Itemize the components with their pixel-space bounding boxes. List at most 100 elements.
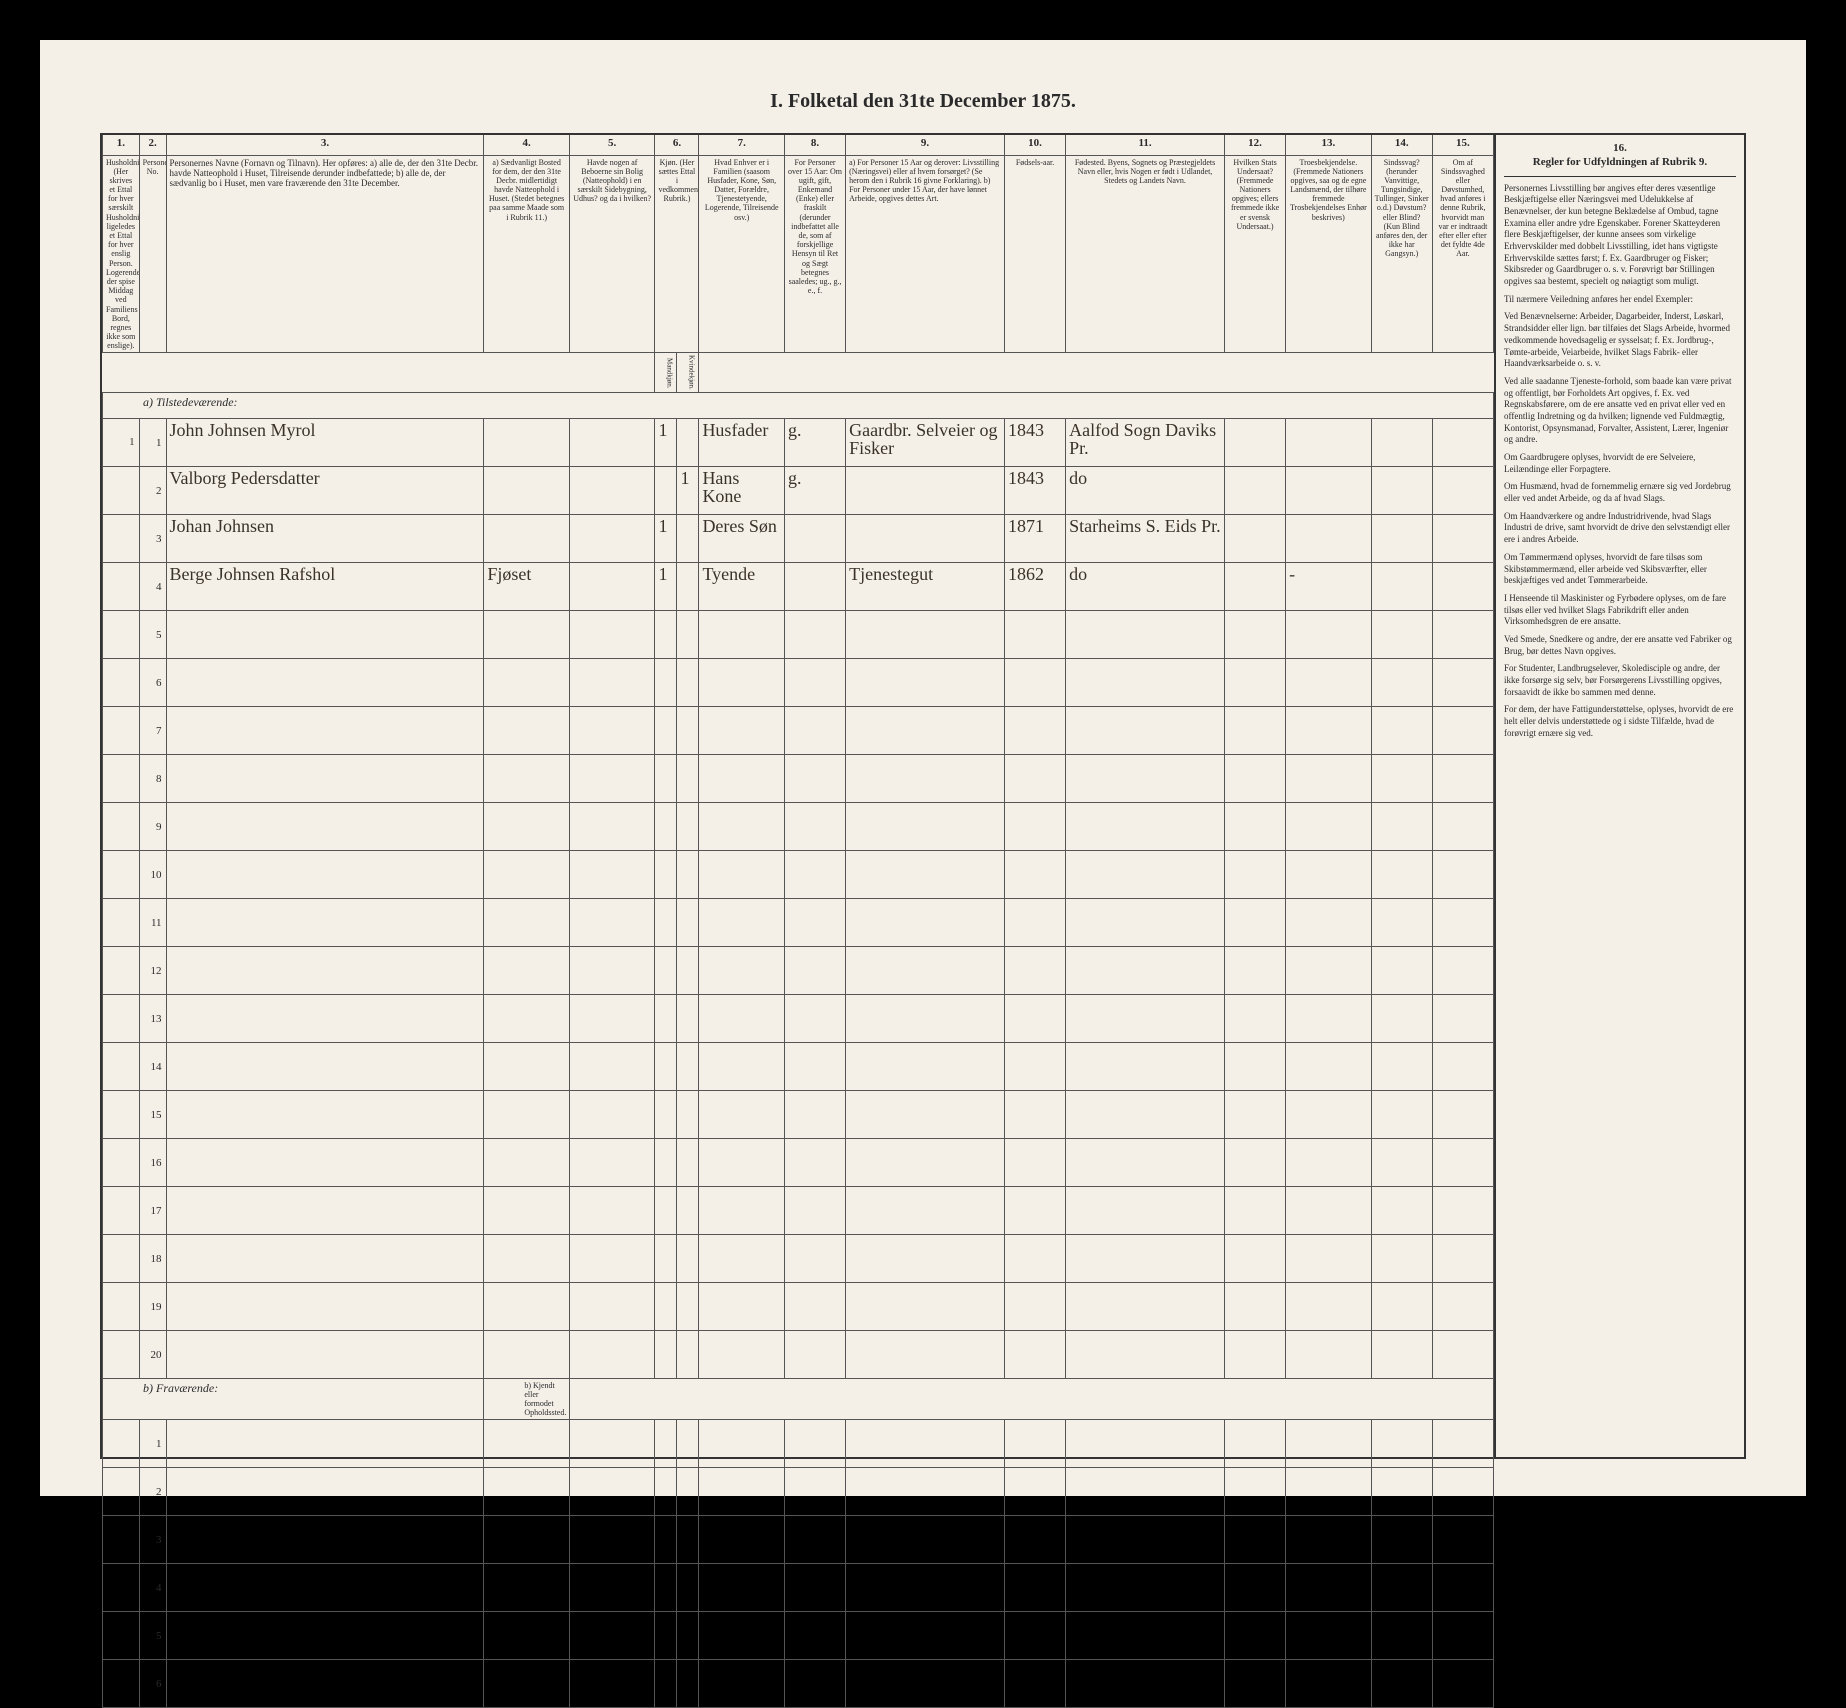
empty — [1004, 659, 1065, 707]
empty — [846, 995, 1005, 1043]
empty — [1066, 1564, 1225, 1612]
coln-5: 5. — [569, 135, 655, 155]
empty — [1066, 755, 1225, 803]
empty — [103, 1468, 140, 1516]
empty — [1286, 755, 1372, 803]
empty — [699, 1187, 785, 1235]
empty — [846, 1468, 1005, 1516]
table-row-empty: 1 — [103, 1420, 1494, 1468]
empty — [569, 1043, 655, 1091]
coln-9: 9. — [846, 135, 1005, 155]
empty — [655, 1331, 677, 1379]
rules-body: Personernes Livsstilling bør angives eft… — [1504, 183, 1736, 740]
empty — [1004, 1564, 1065, 1612]
empty — [655, 1516, 677, 1564]
empty — [655, 611, 677, 659]
empty — [1004, 1468, 1065, 1516]
h14: Sindssvag? (herunder Vanvittige, Tungsin… — [1371, 155, 1432, 353]
disability — [1371, 467, 1432, 515]
empty — [1004, 1091, 1065, 1139]
birthplace: Aalfod Sogn Daviks Pr. — [1066, 419, 1225, 467]
table-body: a) Tilstedeværende:11John Johnsen Myrol1… — [103, 393, 1494, 1708]
disability-onset — [1432, 419, 1493, 467]
table-row-empty: 8 — [103, 755, 1494, 803]
empty — [1224, 1468, 1285, 1516]
empty — [1224, 1283, 1285, 1331]
coln-13: 13. — [1286, 135, 1372, 155]
empty — [103, 659, 140, 707]
empty — [677, 851, 699, 899]
empty — [1004, 995, 1065, 1043]
empty — [1286, 611, 1372, 659]
census-page: I. Folketal den 31te December 1875. 1. 2… — [40, 40, 1806, 1496]
empty — [1286, 1235, 1372, 1283]
empty — [1004, 611, 1065, 659]
empty — [1224, 611, 1285, 659]
empty — [846, 1091, 1005, 1139]
marital-status: g. — [784, 467, 845, 515]
person-num: 1 — [139, 419, 166, 467]
empty — [655, 1235, 677, 1283]
empty — [166, 1283, 484, 1331]
empty — [1286, 947, 1372, 995]
section-absent: b) Fraværende:b) Kjendt eller formodet O… — [103, 1379, 1494, 1420]
table-row-empty: 16 — [103, 1139, 1494, 1187]
empty — [484, 1660, 570, 1708]
empty — [569, 707, 655, 755]
empty — [569, 1139, 655, 1187]
empty — [784, 1331, 845, 1379]
empty — [784, 1420, 845, 1468]
empty — [1004, 1235, 1065, 1283]
empty — [1286, 1564, 1372, 1612]
empty — [846, 707, 1005, 755]
empty — [484, 1331, 570, 1379]
empty — [1066, 1468, 1225, 1516]
empty — [699, 1420, 785, 1468]
empty — [846, 1187, 1005, 1235]
empty — [166, 611, 484, 659]
empty — [1371, 611, 1432, 659]
empty — [1224, 1564, 1285, 1612]
empty — [1432, 755, 1493, 803]
table-row-empty: 3 — [103, 1516, 1494, 1564]
empty — [655, 1139, 677, 1187]
empty — [103, 1043, 140, 1091]
empty — [1432, 803, 1493, 851]
person-num: 6 — [139, 659, 166, 707]
empty — [1371, 707, 1432, 755]
empty — [655, 803, 677, 851]
empty — [1371, 1139, 1432, 1187]
empty — [1286, 1612, 1372, 1660]
empty — [784, 995, 845, 1043]
marital-status: g. — [784, 419, 845, 467]
empty — [784, 707, 845, 755]
table-row-empty: 12 — [103, 947, 1494, 995]
empty — [569, 995, 655, 1043]
empty — [1066, 1660, 1225, 1708]
birth-year: 1843 — [1004, 467, 1065, 515]
empty — [699, 1091, 785, 1139]
occupation: Gaardbr. Selveier og Fisker — [846, 419, 1005, 467]
empty — [784, 947, 845, 995]
empty — [166, 803, 484, 851]
empty — [699, 1468, 785, 1516]
empty — [1004, 1043, 1065, 1091]
empty — [846, 1612, 1005, 1660]
empty — [484, 611, 570, 659]
table-row: 11John Johnsen Myrol1Husfaderg.Gaardbr. … — [103, 419, 1494, 467]
empty — [1224, 947, 1285, 995]
empty — [1371, 947, 1432, 995]
empty — [166, 947, 484, 995]
empty — [166, 755, 484, 803]
empty — [484, 1235, 570, 1283]
rules-paragraph: Om Haandværkere og andre Industridrivend… — [1504, 511, 1736, 546]
empty — [166, 1660, 484, 1708]
person-name: John Johnsen Myrol — [166, 419, 484, 467]
empty — [103, 947, 140, 995]
empty — [569, 1516, 655, 1564]
empty — [699, 1139, 785, 1187]
empty — [1066, 1612, 1225, 1660]
rules-paragraph: Om Husmænd, hvad de fornemmelig ernære s… — [1504, 481, 1736, 504]
empty — [1066, 1043, 1225, 1091]
empty — [1371, 899, 1432, 947]
